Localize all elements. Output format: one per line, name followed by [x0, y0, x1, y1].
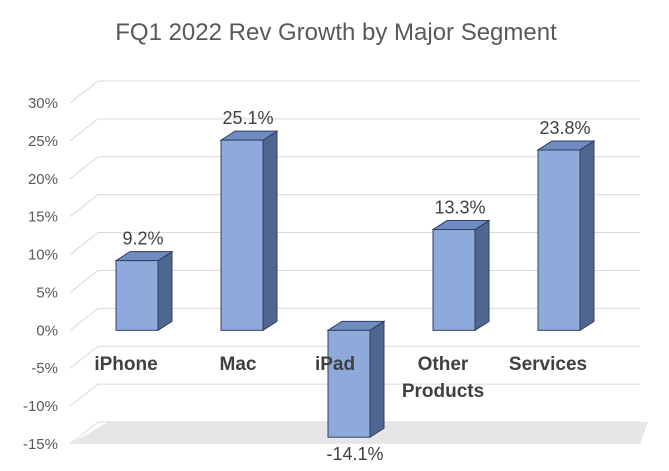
gridline-slant	[69, 383, 99, 407]
y-tick-label: -10%	[23, 398, 58, 415]
gridline-slant	[69, 307, 99, 331]
y-tick-label: 5%	[36, 284, 58, 301]
gridline-slant	[69, 270, 99, 293]
bar-front-face	[115, 260, 159, 331]
data-label: 23.8%	[539, 118, 590, 138]
gridline-slant	[69, 345, 99, 369]
bar	[114, 250, 174, 332]
category-label: iPad	[315, 354, 355, 375]
bar-side-face	[579, 140, 595, 332]
gridline-slant	[69, 118, 99, 142]
category-label-line: Other	[418, 354, 469, 375]
data-label: 9.2%	[122, 229, 163, 249]
y-tick-label: 20%	[28, 171, 58, 188]
gridline-slant	[69, 194, 99, 218]
gridline-slant	[69, 232, 99, 255]
bar-front-face	[327, 329, 371, 438]
gridline-slant	[69, 156, 99, 180]
category-label: Services	[509, 354, 587, 375]
data-label: 13.3%	[434, 198, 485, 218]
y-tick-label: -5%	[31, 360, 58, 377]
category-label-line: Services	[509, 354, 587, 375]
bar-side-face	[157, 250, 173, 332]
category-label-line: iPad	[315, 354, 355, 375]
gridline-slant	[69, 421, 99, 445]
y-tick-label: 15%	[28, 209, 58, 226]
category-label: Mac	[220, 354, 257, 375]
data-label: 25.1%	[222, 108, 273, 128]
bar-side-face	[262, 130, 278, 332]
category-label: Other Products	[402, 354, 484, 402]
bar-front-face	[537, 149, 581, 331]
bar-front-face	[220, 139, 264, 331]
category-label-line: iPhone	[94, 354, 157, 375]
data-labels: 9.2% 25.1% -14.1% 13.3% 23.8%	[122, 108, 590, 464]
chart-title: FQ1 2022 Rev Growth by Major Segment	[115, 19, 557, 46]
category-labels: iPhone Mac iPad Other Products Services	[94, 354, 587, 402]
bar	[219, 130, 279, 332]
bar	[536, 140, 596, 332]
y-tick-label: 10%	[28, 247, 58, 264]
bar-side-face	[369, 320, 385, 439]
bar-front-face	[432, 229, 476, 331]
y-tick-label: 25%	[28, 133, 58, 150]
bar	[326, 320, 386, 439]
category-label: iPhone	[94, 354, 157, 375]
y-tick-label: -15%	[23, 436, 58, 453]
y-axis-tick-labels: 30% 25% 20% 15% 10% 5% 0% -5% -10% -15%	[23, 95, 58, 453]
y-tick-label: 0%	[36, 322, 58, 339]
gridline-slant	[69, 80, 99, 104]
bars	[114, 130, 596, 439]
y-tick-label: 30%	[28, 95, 58, 112]
data-label: -14.1%	[326, 444, 383, 464]
bar	[431, 219, 491, 332]
category-label-line: Products	[402, 381, 484, 402]
category-label-line: Mac	[220, 354, 257, 375]
bar-side-face	[474, 219, 490, 332]
